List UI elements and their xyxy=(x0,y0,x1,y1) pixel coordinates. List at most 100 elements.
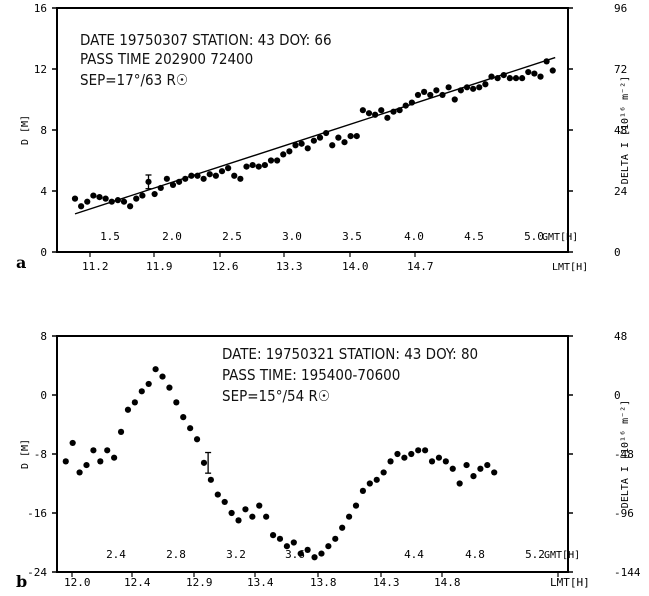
data-point xyxy=(145,380,152,388)
data-point xyxy=(491,469,498,476)
lmt-tick-label: 11.9 xyxy=(146,260,173,273)
y2-axis-label: DELTA I [10¹⁶ m⁻²] xyxy=(620,400,631,508)
gmt-tick-label: 2.4 xyxy=(106,548,126,561)
data-point xyxy=(484,461,491,469)
data-point xyxy=(442,458,449,465)
data-point xyxy=(243,163,250,170)
data-point xyxy=(402,102,409,109)
gmt-tick-label: 4.5 xyxy=(464,230,484,243)
data-point xyxy=(292,142,299,149)
data-point xyxy=(206,171,213,178)
data-point xyxy=(422,447,429,454)
data-point xyxy=(323,129,330,137)
y-tick-label: 8 xyxy=(40,330,47,343)
data-point xyxy=(482,81,489,88)
data-point xyxy=(329,142,336,149)
data-point xyxy=(318,550,325,557)
y-tick-label: 16 xyxy=(34,2,47,15)
y2-tick-label: 96 xyxy=(614,2,627,15)
gmt-tick-label: 5.0 xyxy=(524,230,544,243)
data-point xyxy=(427,91,434,99)
data-point xyxy=(214,491,221,498)
data-point xyxy=(237,175,244,182)
data-point xyxy=(470,85,477,92)
data-point xyxy=(71,195,79,202)
data-point xyxy=(341,139,348,146)
data-point xyxy=(69,439,76,447)
gmt-tick-label: 2.8 xyxy=(166,548,186,561)
data-point xyxy=(488,73,495,80)
lmt-tick-label: 14.8 xyxy=(434,576,461,589)
annotation-line: SEP=17°/63 R☉ xyxy=(80,71,188,89)
data-point xyxy=(396,107,403,114)
data-point xyxy=(207,476,214,483)
chart-panel-b: -24 -144 -16 -96 -8 -48 0 0 8 48 D [M] DELTA I [10¹… xyxy=(16,330,641,591)
data-point xyxy=(111,454,118,461)
gmt-tick-label: 3.0 xyxy=(282,230,302,243)
data-point xyxy=(249,161,256,169)
data-point xyxy=(173,399,180,406)
data-point xyxy=(335,134,342,141)
data-point xyxy=(531,70,538,77)
y2-tick-label: -48 xyxy=(614,448,634,461)
data-point xyxy=(352,502,360,509)
data-point xyxy=(525,68,532,76)
data-point xyxy=(373,476,380,483)
data-point xyxy=(304,145,311,152)
data-point xyxy=(228,509,235,517)
y2-tick-label: 0 xyxy=(614,246,621,259)
data-point xyxy=(242,506,249,513)
data-point xyxy=(76,469,83,476)
y-tick-label: 12 xyxy=(34,63,47,76)
data-point xyxy=(325,543,332,550)
data-point xyxy=(269,532,277,539)
data-point xyxy=(200,175,207,182)
data-point xyxy=(408,450,415,458)
data-point xyxy=(365,110,373,117)
data-point xyxy=(428,458,436,465)
data-point xyxy=(166,384,173,391)
data-point xyxy=(200,459,208,466)
data-point xyxy=(159,373,166,380)
annotation-line: DATE 19750307 STATION: 43 DOY: 66 xyxy=(80,31,332,49)
data-point xyxy=(297,550,304,557)
data-point xyxy=(108,198,115,205)
data-point xyxy=(102,195,109,202)
data-point xyxy=(127,203,134,210)
lmt-tick-label: 13.3 xyxy=(276,260,303,273)
data-point xyxy=(151,190,158,198)
data-point xyxy=(512,75,520,82)
y-tick-label: -8 xyxy=(34,448,47,461)
data-point xyxy=(384,114,391,121)
lmt-tick-label: 14.0 xyxy=(342,260,369,273)
gmt-axis-label: GMT[H] xyxy=(544,550,580,561)
data-point xyxy=(261,161,268,169)
data-point xyxy=(449,465,456,472)
data-point xyxy=(290,539,297,546)
y-axis-label: D [M] xyxy=(20,115,31,145)
data-point xyxy=(310,137,317,144)
data-point xyxy=(276,535,284,542)
gmt-tick-label: 5.2 xyxy=(525,548,545,561)
data-point xyxy=(433,87,440,94)
data-point xyxy=(372,111,379,118)
data-point xyxy=(157,184,164,192)
data-point xyxy=(212,172,219,179)
data-point xyxy=(90,447,97,454)
data-point xyxy=(83,461,90,469)
data-point xyxy=(124,406,132,413)
data-point xyxy=(414,91,422,99)
data-point xyxy=(347,133,354,140)
lmt-tick-label: 13.4 xyxy=(247,576,274,589)
annotation-line: PASS TIME: 195400-70600 xyxy=(222,366,400,384)
data-point xyxy=(456,480,463,487)
lmt-tick-label: 12.9 xyxy=(186,576,213,589)
data-point xyxy=(451,96,458,103)
data-point xyxy=(339,524,346,531)
fit-line xyxy=(74,56,556,215)
lmt-tick-label: 14.7 xyxy=(407,260,434,273)
data-point xyxy=(104,447,111,454)
data-point xyxy=(345,513,353,520)
data-point xyxy=(549,67,556,74)
